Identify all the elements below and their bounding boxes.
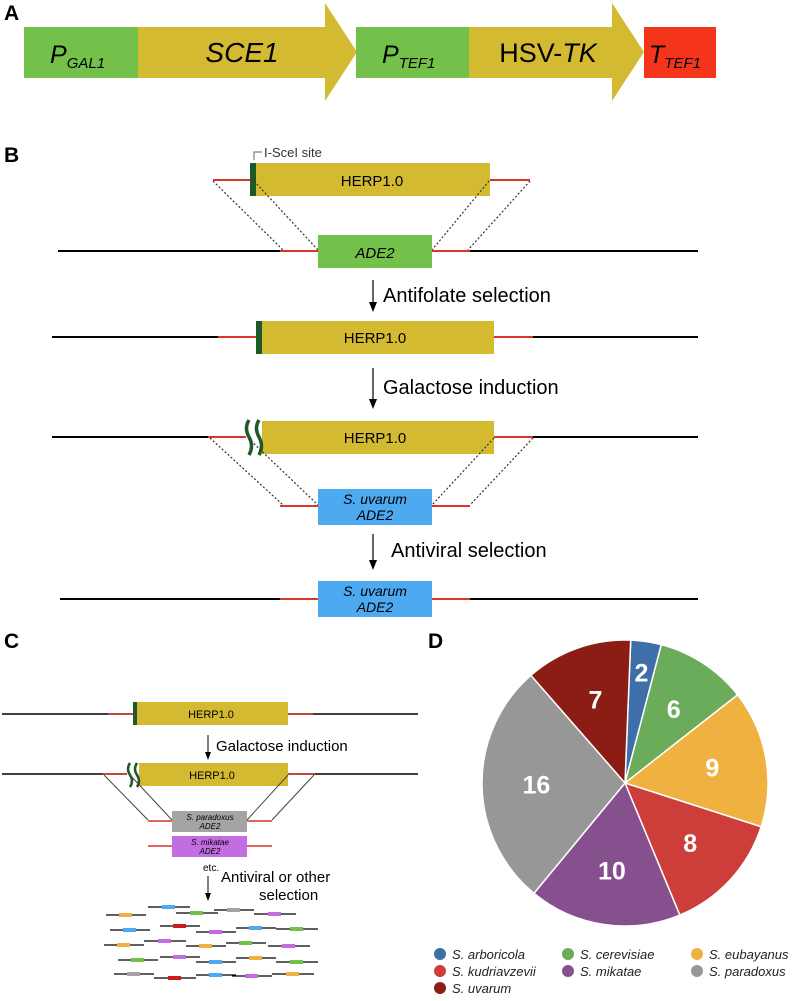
pie-legend: S. arboricola S. cerevisiae S. eubayanus S.… (434, 947, 789, 996)
uvarum-ade2-donor (318, 489, 432, 525)
panel-label-a: A (4, 2, 19, 25)
c-herp-cut (133, 763, 288, 786)
pie-value-label: 10 (598, 858, 626, 886)
c-herp-label-2: HERP1.0 (189, 770, 235, 782)
step-galactose-induction: Galactose induction (383, 377, 559, 399)
pie-value-label: 2 (635, 660, 649, 688)
legend-label: S. cerevisiae (580, 947, 654, 962)
c-paradoxus-label-1: S. paradoxus (186, 813, 233, 822)
p-tef1-label: PTEF1 (382, 41, 435, 72)
species-pie-chart: 26 9 8 10 16 7 (481, 639, 769, 927)
crossover-lines-top (212, 180, 531, 251)
herp-label-integrated: HERP1.0 (344, 330, 407, 347)
crossover-lines-bottom (209, 437, 534, 506)
isce1-site-label: I-SceI site (264, 145, 322, 160)
c-isce1-site (133, 702, 137, 725)
c-paradoxus-label-2: ADE2 (199, 822, 221, 831)
strain-population (104, 905, 318, 980)
legend-swatch (691, 948, 703, 960)
pie-value-label: 16 (522, 771, 550, 799)
c-mikatae-label-1: S. mikatae (191, 838, 229, 847)
t-tef1-terminator (644, 27, 716, 78)
herp-label-top: HERP1.0 (341, 173, 404, 190)
legend-label: S. kudriavzevii (452, 964, 537, 979)
ade2-native-gene (318, 235, 432, 268)
c-step-arrowhead-1 (205, 752, 211, 760)
p-tef1-promoter (356, 27, 470, 78)
step-arrowhead-b3 (369, 560, 377, 570)
sce1-arrow (138, 3, 357, 101)
pie-slice-s-mikatae (532, 781, 681, 927)
legend-swatch (562, 965, 574, 977)
c-crossover-lines (103, 774, 315, 821)
uvarum-donor-label-2: ADE2 (356, 507, 394, 523)
herp-cassette-top (253, 163, 490, 196)
c-herp-integrated (133, 702, 288, 725)
pie-slice-s-paradoxus (481, 674, 626, 895)
p-gal1-promoter (24, 27, 139, 78)
c-etc-label: etc. (203, 863, 219, 874)
panel-label-c: C (4, 630, 19, 653)
sce1-label: SCE1 (205, 37, 278, 68)
pie-value-label: 7 (589, 686, 603, 714)
c-step-antiviral-2: selection (259, 887, 318, 904)
uvarum-ade2-integrated (318, 581, 432, 617)
pie-slice-s-uvarum (529, 639, 632, 785)
c-mikatae-label-2: ADE2 (199, 847, 221, 856)
hsv-tk-label: HSV-TK (499, 38, 598, 68)
pie-slice-s-kudriavzevii (623, 781, 763, 917)
c-mikatae-ade2-donor (172, 836, 247, 857)
isce1-site-integrated (256, 321, 262, 354)
panel-label-d: D (428, 630, 443, 653)
pie-value-label: 9 (705, 754, 719, 782)
t-tef1-label: TTEF1 (649, 41, 701, 72)
legend-label: S. mikatae (580, 964, 641, 979)
uvarum-donor-label-1: S. uvarum (343, 491, 407, 507)
pie-value-label: 8 (683, 830, 697, 858)
c-step-antiviral-1: Antiviral or other (221, 869, 330, 886)
c-paradoxus-ade2-donor (172, 811, 247, 832)
hsv-tk-arrow (469, 3, 644, 101)
step-arrowhead-b2 (369, 399, 377, 409)
isce1-site-marker (250, 163, 256, 196)
uvarum-final-label-2: ADE2 (356, 599, 394, 615)
legend-label: S. uvarum (452, 981, 511, 996)
pie-slice-s-cerevisiae (623, 643, 739, 785)
legend-swatch (434, 965, 446, 977)
step-antiviral-selection: Antiviral selection (391, 540, 547, 562)
c-herp-label-1: HERP1.0 (188, 709, 234, 721)
uvarum-final-label-1: S. uvarum (343, 583, 407, 599)
legend-swatch (434, 982, 446, 994)
c-dsb-cut-right-icon (133, 762, 141, 788)
legend-swatch (562, 948, 574, 960)
step-antifolate-selection: Antifolate selection (383, 285, 551, 307)
c-step-galactose: Galactose induction (216, 738, 348, 755)
legend-swatch (691, 965, 703, 977)
step-arrowhead-b1 (369, 302, 377, 312)
legend-label: S. eubayanus (709, 947, 789, 962)
herp-integrated (256, 321, 494, 354)
p-gal1-label: PGAL1 (50, 41, 105, 72)
herp-label-cut: HERP1.0 (344, 430, 407, 447)
legend-label: S. arboricola (452, 947, 525, 962)
pie-value-label: 6 (667, 696, 681, 724)
dsb-cut-left-icon (244, 419, 254, 456)
panel-label-b: B (4, 144, 19, 167)
ade2-label: ADE2 (354, 245, 395, 262)
isce1-site-pointer (253, 151, 262, 160)
legend-swatch (434, 948, 446, 960)
c-step-arrowhead-2 (205, 893, 211, 901)
herp-cut (252, 421, 494, 454)
legend-label: S. paradoxus (709, 964, 786, 979)
